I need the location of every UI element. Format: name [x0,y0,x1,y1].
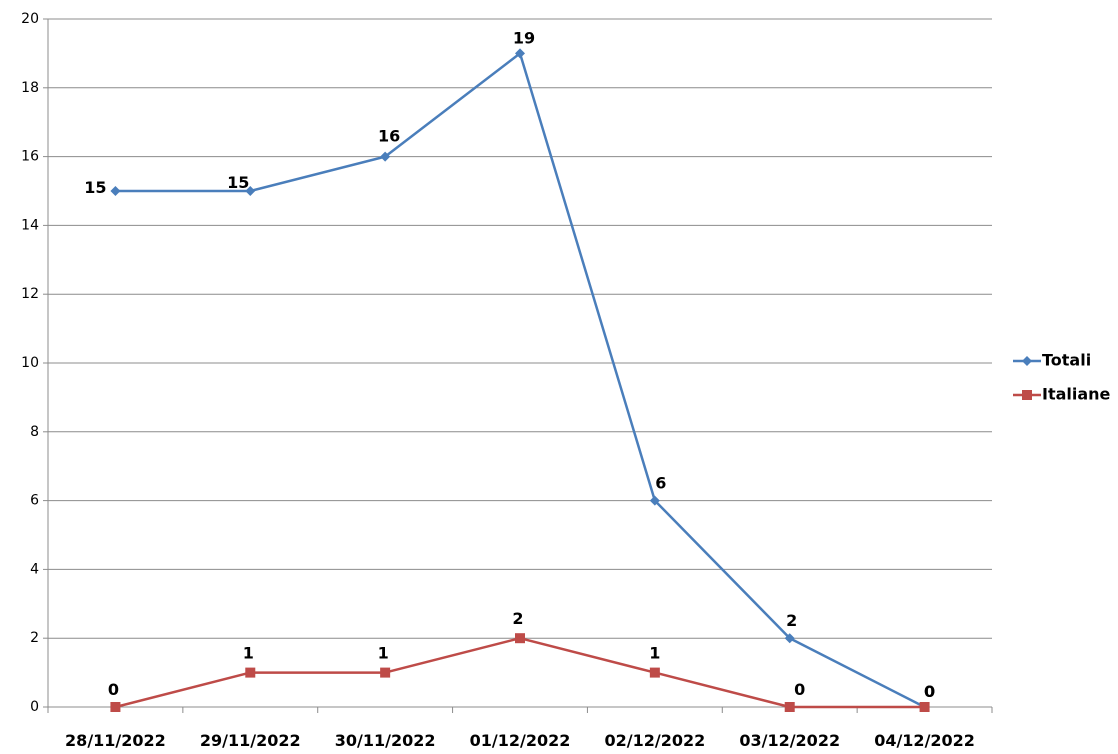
y-axis-ticks: 0 2 4 6 8 10 12 14 16 18 20 [21,11,39,715]
data-label: 6 [655,474,666,493]
data-label: 1 [649,644,660,663]
data-label: 1 [378,644,389,663]
legend-marker [1022,390,1032,400]
data-label: 0 [108,680,119,699]
data-label: 1 [243,644,254,663]
x-tick-label: 04/12/2022 [874,731,975,750]
x-tick-label: 29/11/2022 [200,731,301,750]
series-group [110,48,930,712]
x-tick-label: 03/12/2022 [739,731,840,750]
data-point-marker [380,667,391,678]
y-tick-label: 8 [30,424,39,440]
y-tick-label: 12 [21,286,39,302]
y-tick-label: 0 [30,699,39,715]
data-point-marker [110,702,121,712]
data-point-marker [784,633,795,644]
data-label: 2 [786,611,797,630]
x-tick-label: 01/12/2022 [470,731,571,750]
data-label: 0 [924,682,935,701]
data-label: 15 [84,178,106,197]
data-point-marker [380,151,391,162]
data-label: 0 [794,680,805,699]
x-tick-label: 02/12/2022 [604,731,705,750]
y-tick-label: 10 [21,355,39,371]
x-axis-ticks: 28/11/2022 29/11/2022 30/11/2022 01/12/2022… [65,731,975,750]
data-point-marker [245,667,256,678]
y-tick-label: 16 [21,149,39,165]
gridlines [48,18,992,639]
y-tick-label: 18 [21,80,39,96]
data-point-marker [649,667,660,678]
data-label: 15 [227,173,249,192]
legend: Totali Italiane [1013,351,1111,404]
y-tick-label: 4 [30,561,39,577]
legend-marker [1022,356,1032,366]
legend-label: Totali [1042,351,1091,370]
y-tick-label: 14 [21,217,39,233]
data-label: 19 [513,28,535,47]
x-tick-label: 30/11/2022 [335,731,436,750]
y-tick-label: 20 [21,11,39,27]
legend-label: Italiane [1042,385,1111,404]
data-label: 16 [378,127,400,146]
data-point-marker [919,702,930,712]
x-tick-label: 28/11/2022 [65,731,166,750]
data-point-marker [515,48,525,59]
data-label: 0 [924,682,935,701]
data-label: 2 [512,609,523,628]
data-point-marker [515,633,525,644]
data-point-marker [784,702,795,712]
y-tick-label: 2 [30,630,39,646]
data-point-marker [649,495,660,506]
y-tick-label: 6 [30,493,39,509]
data-point-marker [110,186,121,196]
data-point-marker [245,186,256,196]
